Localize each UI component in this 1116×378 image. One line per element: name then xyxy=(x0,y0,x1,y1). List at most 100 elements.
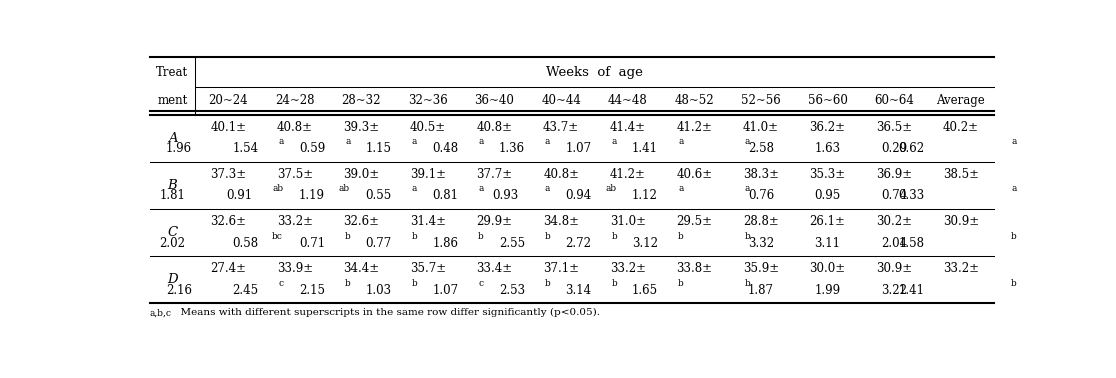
Text: a: a xyxy=(744,184,750,194)
Text: 24~28: 24~28 xyxy=(275,94,315,107)
Text: c: c xyxy=(279,279,283,288)
Text: c: c xyxy=(479,279,483,288)
Text: 0.29: 0.29 xyxy=(881,143,907,155)
Text: b: b xyxy=(345,279,350,288)
Text: b: b xyxy=(679,231,684,240)
Text: 40.8±: 40.8± xyxy=(543,168,579,181)
Text: b: b xyxy=(744,231,750,240)
Text: 27.4±: 27.4± xyxy=(210,262,247,275)
Text: 37.5±: 37.5± xyxy=(277,168,312,181)
Text: a: a xyxy=(744,137,750,146)
Text: ab: ab xyxy=(272,184,283,194)
Text: 1.96: 1.96 xyxy=(166,143,192,155)
Text: 2.45: 2.45 xyxy=(232,284,259,297)
Text: 28~32: 28~32 xyxy=(341,94,381,107)
Text: 3.12: 3.12 xyxy=(632,237,658,249)
Text: 35.7±: 35.7± xyxy=(410,262,446,275)
Text: b: b xyxy=(744,279,750,288)
Text: 0.95: 0.95 xyxy=(815,189,840,203)
Text: 37.1±: 37.1± xyxy=(543,262,579,275)
Text: a,b,c: a,b,c xyxy=(150,308,172,317)
Text: 1.41: 1.41 xyxy=(898,284,924,297)
Text: b: b xyxy=(412,279,417,288)
Text: 34.8±: 34.8± xyxy=(543,215,579,228)
Text: 33.9±: 33.9± xyxy=(277,262,312,275)
Text: 35.3±: 35.3± xyxy=(809,168,846,181)
Text: 40.5±: 40.5± xyxy=(410,121,446,134)
Text: 40.2±: 40.2± xyxy=(943,121,979,134)
Text: b: b xyxy=(679,279,684,288)
Text: 40~44: 40~44 xyxy=(541,94,581,107)
Text: 1.36: 1.36 xyxy=(499,143,525,155)
Text: b: b xyxy=(612,279,617,288)
Text: a: a xyxy=(412,184,417,194)
Text: 41.4±: 41.4± xyxy=(609,121,646,134)
Text: 30.0±: 30.0± xyxy=(809,262,846,275)
Text: 34.4±: 34.4± xyxy=(344,262,379,275)
Text: bc: bc xyxy=(272,231,283,240)
Text: 33.2±: 33.2± xyxy=(277,215,312,228)
Text: 3.32: 3.32 xyxy=(748,237,775,249)
Text: 0.74: 0.74 xyxy=(881,189,907,203)
Text: 0.94: 0.94 xyxy=(566,189,591,203)
Text: 38.3±: 38.3± xyxy=(743,168,779,181)
Text: 0.91: 0.91 xyxy=(227,189,252,203)
Text: 0.77: 0.77 xyxy=(366,237,392,249)
Text: 1.65: 1.65 xyxy=(632,284,658,297)
Text: 2.72: 2.72 xyxy=(566,237,591,249)
Text: Treat: Treat xyxy=(156,65,189,79)
Text: a: a xyxy=(1011,184,1017,194)
Text: a: a xyxy=(612,137,617,146)
Text: 3.11: 3.11 xyxy=(815,237,840,249)
Text: 26.1±: 26.1± xyxy=(809,215,846,228)
Text: 3.22: 3.22 xyxy=(882,284,907,297)
Text: a: a xyxy=(412,137,417,146)
Text: 0.48: 0.48 xyxy=(432,143,459,155)
Text: A: A xyxy=(167,132,177,144)
Text: Average: Average xyxy=(936,94,985,107)
Text: a: a xyxy=(545,137,550,146)
Text: b: b xyxy=(479,231,484,240)
Text: 0.59: 0.59 xyxy=(299,143,326,155)
Text: 41.2±: 41.2± xyxy=(676,121,712,134)
Text: 1.19: 1.19 xyxy=(299,189,325,203)
Text: 1.07: 1.07 xyxy=(566,143,591,155)
Text: 40.8±: 40.8± xyxy=(477,121,512,134)
Text: 2.02: 2.02 xyxy=(160,237,185,249)
Text: 52~56: 52~56 xyxy=(741,94,781,107)
Text: a: a xyxy=(479,184,483,194)
Text: 1.99: 1.99 xyxy=(815,284,840,297)
Text: ab: ab xyxy=(338,184,349,194)
Text: 32.6±: 32.6± xyxy=(210,215,247,228)
Text: 2.04: 2.04 xyxy=(881,237,907,249)
Text: 39.0±: 39.0± xyxy=(344,168,379,181)
Text: 1.63: 1.63 xyxy=(815,143,840,155)
Text: 0.93: 0.93 xyxy=(492,189,519,203)
Text: 48~52: 48~52 xyxy=(674,94,714,107)
Text: 39.3±: 39.3± xyxy=(344,121,379,134)
Text: 2.53: 2.53 xyxy=(499,284,525,297)
Text: a: a xyxy=(1011,137,1017,146)
Text: a: a xyxy=(679,184,683,194)
Text: 2.58: 2.58 xyxy=(748,143,773,155)
Text: a: a xyxy=(679,137,683,146)
Text: B: B xyxy=(167,179,177,192)
Text: 1.03: 1.03 xyxy=(366,284,392,297)
Text: 3.14: 3.14 xyxy=(566,284,591,297)
Text: 1.41: 1.41 xyxy=(632,143,658,155)
Text: 60~64: 60~64 xyxy=(874,94,914,107)
Text: 33.2±: 33.2± xyxy=(609,262,646,275)
Text: 30.9±: 30.9± xyxy=(876,262,912,275)
Text: b: b xyxy=(345,231,350,240)
Text: 33.2±: 33.2± xyxy=(943,262,979,275)
Text: 29.5±: 29.5± xyxy=(676,215,712,228)
Text: 32~36: 32~36 xyxy=(408,94,448,107)
Text: 33.4±: 33.4± xyxy=(477,262,512,275)
Text: Means with different superscripts in the same row differ significantly (p<0.05).: Means with different superscripts in the… xyxy=(174,308,600,317)
Text: C: C xyxy=(167,226,177,239)
Text: b: b xyxy=(612,231,617,240)
Text: a: a xyxy=(479,137,483,146)
Text: b: b xyxy=(1011,279,1017,288)
Text: 37.7±: 37.7± xyxy=(477,168,512,181)
Text: 36.2±: 36.2± xyxy=(809,121,846,134)
